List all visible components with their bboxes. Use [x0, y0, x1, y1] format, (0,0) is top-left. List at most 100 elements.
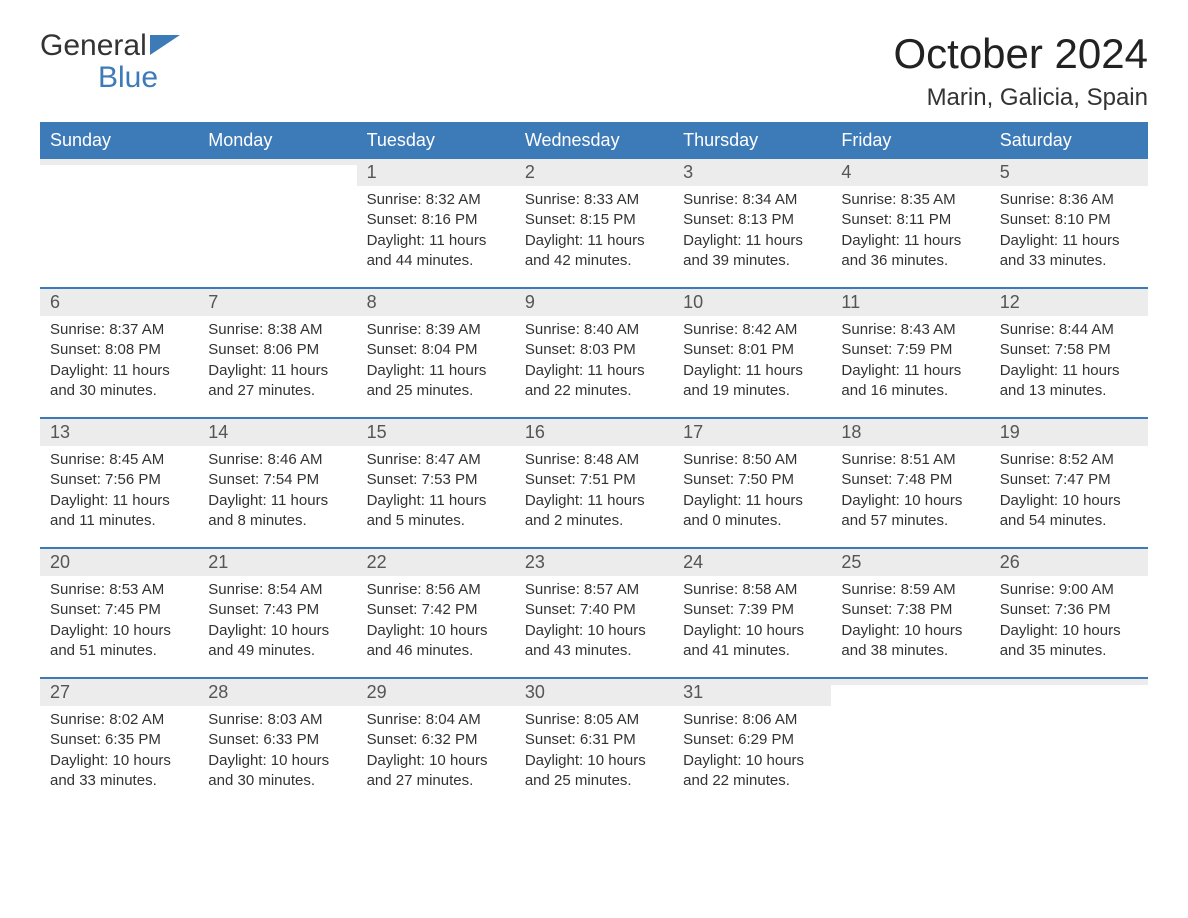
- day-cell: 23Sunrise: 8:57 AMSunset: 7:40 PMDayligh…: [515, 549, 673, 677]
- day-content: Sunrise: 9:00 AMSunset: 7:36 PMDaylight:…: [990, 576, 1148, 661]
- day-content: Sunrise: 8:40 AMSunset: 8:03 PMDaylight:…: [515, 316, 673, 401]
- sunrise-text: Sunrise: 9:00 AM: [1000, 580, 1138, 600]
- sunrise-text: Sunrise: 8:04 AM: [367, 710, 505, 730]
- title-block: October 2024 Marin, Galicia, Spain: [893, 30, 1148, 112]
- daylight-text: Daylight: 11 hours and 44 minutes.: [367, 231, 505, 272]
- weekday-header: Wednesday: [515, 122, 673, 159]
- day-number-row: 15: [357, 419, 515, 446]
- day-number-row: 9: [515, 289, 673, 316]
- sunset-text: Sunset: 7:59 PM: [841, 340, 979, 360]
- weekday-header: Saturday: [990, 122, 1148, 159]
- sunset-text: Sunset: 7:50 PM: [683, 470, 821, 490]
- day-number: 9: [525, 292, 535, 312]
- day-cell: 12Sunrise: 8:44 AMSunset: 7:58 PMDayligh…: [990, 289, 1148, 417]
- daylight-text: Daylight: 11 hours and 33 minutes.: [1000, 231, 1138, 272]
- day-content: Sunrise: 8:51 AMSunset: 7:48 PMDaylight:…: [831, 446, 989, 531]
- day-number: 8: [367, 292, 377, 312]
- sunrise-text: Sunrise: 8:37 AM: [50, 320, 188, 340]
- day-content: Sunrise: 8:37 AMSunset: 8:08 PMDaylight:…: [40, 316, 198, 401]
- day-number: 5: [1000, 162, 1010, 182]
- day-number-row: 18: [831, 419, 989, 446]
- sunrise-text: Sunrise: 8:32 AM: [367, 190, 505, 210]
- sunset-text: Sunset: 7:51 PM: [525, 470, 663, 490]
- day-number-row: 20: [40, 549, 198, 576]
- day-cell: 18 Sunrise: 8:51 AMSunset: 7:48 PMDayligh…: [831, 419, 989, 547]
- calendar-week: 13Sunrise: 8:45 AMSunset: 7:56 PMDayligh…: [40, 417, 1148, 547]
- weekday-header: Sunday: [40, 122, 198, 159]
- day-number-row: 2: [515, 159, 673, 186]
- sunrise-text: Sunrise: 8:59 AM: [841, 580, 979, 600]
- day-content: Sunrise: 8:33 AMSunset: 8:15 PMDaylight:…: [515, 186, 673, 271]
- day-cell: 8Sunrise: 8:39 AMSunset: 8:04 PMDaylight…: [357, 289, 515, 417]
- sunrise-text: Sunrise: 8:45 AM: [50, 450, 188, 470]
- day-cell: [40, 159, 198, 287]
- day-number: 31: [683, 682, 703, 702]
- day-content: Sunrise: 8:56 AMSunset: 7:42 PMDaylight:…: [357, 576, 515, 661]
- day-number-row: 4: [831, 159, 989, 186]
- sunset-text: Sunset: 8:11 PM: [841, 210, 979, 230]
- day-number: 14: [208, 422, 228, 442]
- day-number: 18: [841, 422, 861, 442]
- sunrise-text: Sunrise: 8:50 AM: [683, 450, 821, 470]
- day-cell: 20Sunrise: 8:53 AMSunset: 7:45 PMDayligh…: [40, 549, 198, 677]
- sunset-text: Sunset: 6:32 PM: [367, 730, 505, 750]
- day-number: 12: [1000, 292, 1020, 312]
- day-cell: 11Sunrise: 8:43 AMSunset: 7:59 PMDayligh…: [831, 289, 989, 417]
- day-number-row: 3: [673, 159, 831, 186]
- day-number-row: 28: [198, 679, 356, 706]
- day-cell: 14Sunrise: 8:46 AMSunset: 7:54 PMDayligh…: [198, 419, 356, 547]
- sunset-text: Sunset: 7:54 PM: [208, 470, 346, 490]
- sunset-text: Sunset: 7:39 PM: [683, 600, 821, 620]
- day-content: Sunrise: 8:52 AMSunset: 7:47 PMDaylight:…: [990, 446, 1148, 531]
- day-content: Sunrise: 8:48 AMSunset: 7:51 PMDaylight:…: [515, 446, 673, 531]
- sunset-text: Sunset: 7:58 PM: [1000, 340, 1138, 360]
- day-cell: 7Sunrise: 8:38 AMSunset: 8:06 PMDaylight…: [198, 289, 356, 417]
- sunrise-text: Sunrise: 8:39 AM: [367, 320, 505, 340]
- day-number-row: 16: [515, 419, 673, 446]
- day-content: Sunrise: 8:47 AMSunset: 7:53 PMDaylight:…: [357, 446, 515, 531]
- daylight-text: Daylight: 11 hours and 2 minutes.: [525, 491, 663, 532]
- sunrise-text: Sunrise: 8:38 AM: [208, 320, 346, 340]
- sunset-text: Sunset: 8:10 PM: [1000, 210, 1138, 230]
- weeks-container: 1Sunrise: 8:32 AMSunset: 8:16 PMDaylight…: [40, 159, 1148, 807]
- day-content: Sunrise: 8:02 AMSunset: 6:35 PMDaylight:…: [40, 706, 198, 791]
- day-number-row: 11: [831, 289, 989, 316]
- sunrise-text: Sunrise: 8:48 AM: [525, 450, 663, 470]
- day-cell: 25Sunrise: 8:59 AMSunset: 7:38 PMDayligh…: [831, 549, 989, 677]
- sunset-text: Sunset: 7:40 PM: [525, 600, 663, 620]
- day-cell: 9 Sunrise: 8:40 AMSunset: 8:03 PMDaylight…: [515, 289, 673, 417]
- day-number: 19: [1000, 422, 1020, 442]
- day-content: Sunrise: 8:04 AMSunset: 6:32 PMDaylight:…: [357, 706, 515, 791]
- sunrise-text: Sunrise: 8:42 AM: [683, 320, 821, 340]
- daylight-text: Daylight: 10 hours and 33 minutes.: [50, 751, 188, 792]
- day-number-row: 30: [515, 679, 673, 706]
- day-cell: 15Sunrise: 8:47 AMSunset: 7:53 PMDayligh…: [357, 419, 515, 547]
- day-number: 6: [50, 292, 60, 312]
- day-content: [990, 685, 1148, 689]
- weekday-header: Friday: [831, 122, 989, 159]
- day-content: Sunrise: 8:35 AMSunset: 8:11 PMDaylight:…: [831, 186, 989, 271]
- sunset-text: Sunset: 7:36 PM: [1000, 600, 1138, 620]
- sunrise-text: Sunrise: 8:46 AM: [208, 450, 346, 470]
- weekday-header-row: Sunday Monday Tuesday Wednesday Thursday…: [40, 122, 1148, 159]
- daylight-text: Daylight: 10 hours and 38 minutes.: [841, 621, 979, 662]
- sunrise-text: Sunrise: 8:34 AM: [683, 190, 821, 210]
- day-number-row: 5: [990, 159, 1148, 186]
- day-number: 29: [367, 682, 387, 702]
- day-content: Sunrise: 8:57 AMSunset: 7:40 PMDaylight:…: [515, 576, 673, 661]
- sunrise-text: Sunrise: 8:36 AM: [1000, 190, 1138, 210]
- sunset-text: Sunset: 7:43 PM: [208, 600, 346, 620]
- calendar: Sunday Monday Tuesday Wednesday Thursday…: [40, 122, 1148, 807]
- sunset-text: Sunset: 6:29 PM: [683, 730, 821, 750]
- daylight-text: Daylight: 11 hours and 0 minutes.: [683, 491, 821, 532]
- weekday-header: Tuesday: [357, 122, 515, 159]
- page-header: General Blue October 2024 Marin, Galicia…: [40, 30, 1148, 112]
- day-number: 10: [683, 292, 703, 312]
- daylight-text: Daylight: 10 hours and 27 minutes.: [367, 751, 505, 792]
- day-number-row: 22: [357, 549, 515, 576]
- daylight-text: Daylight: 10 hours and 46 minutes.: [367, 621, 505, 662]
- day-cell: 5 Sunrise: 8:36 AMSunset: 8:10 PMDaylight…: [990, 159, 1148, 287]
- day-number: 11: [841, 292, 860, 312]
- sunset-text: Sunset: 7:53 PM: [367, 470, 505, 490]
- day-cell: 1Sunrise: 8:32 AMSunset: 8:16 PMDaylight…: [357, 159, 515, 287]
